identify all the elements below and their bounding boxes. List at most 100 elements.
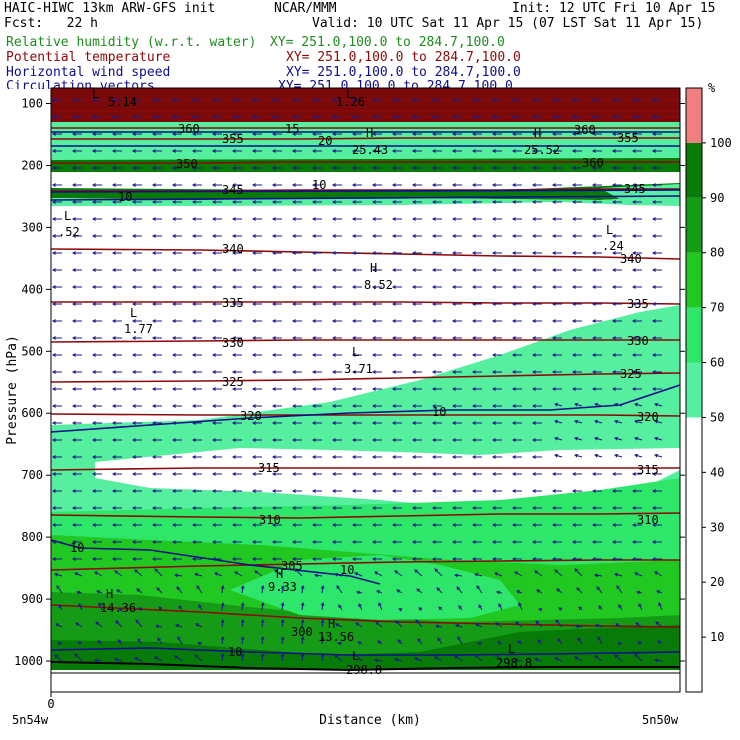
circulation-vector — [571, 200, 582, 204]
circulation-vector — [591, 302, 602, 306]
circulation-vector — [651, 166, 662, 170]
circulation-vector — [531, 370, 542, 374]
circulation-vector — [351, 455, 362, 459]
circulation-vector — [151, 149, 162, 153]
circulation-vector — [571, 472, 582, 476]
circulation-vector — [513, 658, 523, 663]
circulation-vector — [311, 251, 322, 255]
circulation-vector — [131, 438, 142, 442]
circulation-vector — [551, 472, 562, 476]
circulation-vector — [291, 98, 302, 102]
circulation-vector — [371, 370, 382, 374]
colorbar-segment — [686, 362, 702, 418]
circulation-vector — [311, 200, 322, 204]
circulation-vector — [657, 640, 663, 645]
circulation-vector — [131, 302, 142, 306]
circulation-vector — [91, 200, 102, 204]
circulation-vector — [311, 404, 322, 408]
circulation-vector — [391, 115, 402, 119]
wind-labels: 10 10 10 15 20 10 10 10 — [70, 122, 446, 659]
circulation-vector — [231, 489, 242, 493]
y-tick-label: 300 — [21, 220, 43, 234]
circulation-vector — [71, 183, 82, 187]
circulation-vector — [211, 506, 222, 510]
circulation-vector — [280, 618, 285, 628]
circulation-vector — [211, 285, 222, 289]
circulation-vector — [54, 654, 63, 662]
circulation-vector — [351, 387, 362, 391]
circulation-vector — [74, 572, 83, 577]
circulation-vector — [211, 251, 222, 255]
circulation-vector — [291, 472, 302, 476]
circulation-vector — [371, 472, 382, 476]
circulation-vector — [371, 234, 382, 238]
circulation-vector — [491, 404, 502, 408]
circulation-vector — [611, 387, 622, 391]
circulation-vector — [631, 149, 642, 153]
circulation-vector — [573, 436, 583, 441]
circulation-vector — [551, 302, 562, 306]
circulation-vector — [631, 353, 642, 357]
circulation-vector — [571, 557, 582, 561]
circulation-vector — [300, 618, 305, 628]
circulation-vector — [451, 149, 462, 153]
circulation-vector — [331, 98, 342, 102]
circulation-vector — [571, 234, 582, 238]
circulation-vector — [571, 183, 582, 187]
forecast-hour: Fcst: 22 h — [4, 16, 98, 31]
circulation-vector — [211, 404, 222, 408]
circulation-vector — [354, 572, 363, 577]
circulation-vector — [631, 183, 642, 187]
circulation-vector — [591, 234, 602, 238]
circulation-vector — [494, 572, 503, 577]
circulation-vector — [91, 438, 102, 442]
circulation-vector — [320, 584, 325, 594]
circulation-vector — [574, 624, 583, 629]
circulation-vector — [111, 132, 122, 136]
y-tick-label: 800 — [21, 530, 43, 544]
circulation-vector — [611, 217, 622, 221]
circulation-vector — [131, 489, 142, 493]
circulation-vector — [591, 217, 602, 221]
circulation-vector — [291, 285, 302, 289]
circulation-vector — [411, 98, 422, 102]
circulation-vector — [231, 421, 242, 425]
circulation-vector — [151, 370, 162, 374]
circulation-vector — [531, 217, 542, 221]
circulation-vector — [511, 149, 522, 153]
circulation-vector — [431, 302, 442, 306]
circulation-vector — [191, 472, 202, 476]
theta-label: 350 — [176, 157, 198, 171]
circulation-vector — [331, 540, 342, 544]
circulation-vector — [351, 285, 362, 289]
circulation-vector — [331, 166, 342, 170]
circulation-vector — [71, 302, 82, 306]
circulation-vector — [51, 200, 62, 204]
circulation-vector — [478, 604, 483, 611]
circulation-vector — [191, 132, 202, 136]
circulation-vector — [631, 98, 642, 102]
org-label: NCAR/MMM — [274, 1, 337, 16]
circulation-vector — [171, 438, 182, 442]
circulation-vector — [191, 319, 202, 323]
model-title: HAIC-HIWC 13km ARW-GFS init — [4, 1, 216, 16]
circulation-vector — [91, 285, 102, 289]
circulation-vector — [391, 251, 402, 255]
circulation-vector — [593, 402, 603, 407]
circulation-vector — [551, 115, 562, 119]
circulation-vector — [551, 268, 562, 272]
circulation-vector — [131, 557, 142, 561]
circulation-vector — [631, 200, 642, 204]
circulation-vector — [51, 336, 62, 340]
circulation-vector — [271, 421, 282, 425]
extremum-value: 13.56 — [318, 630, 354, 644]
circulation-vector — [491, 200, 502, 204]
circulation-vector — [451, 268, 462, 272]
circulation-vector — [191, 336, 202, 340]
circulation-vector — [331, 115, 342, 119]
circulation-vector — [591, 506, 602, 510]
circulation-vector — [271, 149, 282, 153]
circulation-vector — [494, 653, 503, 662]
circulation-vector — [111, 302, 122, 306]
circulation-vector — [591, 319, 602, 323]
